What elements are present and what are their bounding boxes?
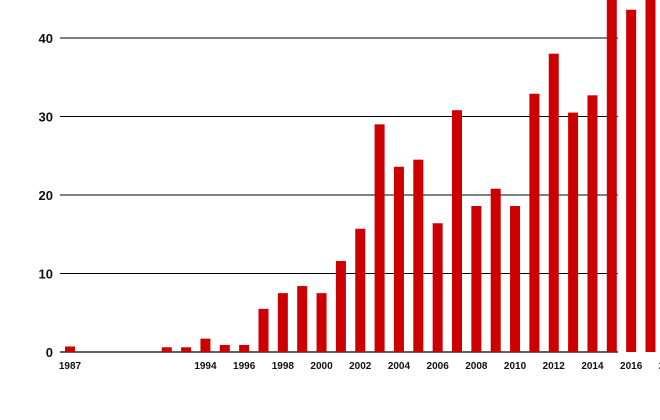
x-tick-label-2018: 2018 <box>659 361 660 372</box>
y-tick-label-30: 30 <box>39 110 53 125</box>
bars <box>65 0 656 353</box>
x-tick-label-1994: 1994 <box>194 361 217 372</box>
bar-2000 <box>316 293 327 353</box>
x-tick-label-2010: 2010 <box>504 361 527 372</box>
bar-1996 <box>239 344 250 352</box>
bar-1987 <box>65 346 75 352</box>
x-tick-label-2012: 2012 <box>543 361 566 372</box>
bar-1993 <box>181 347 192 352</box>
x-tick-label-2002: 2002 <box>349 361 372 372</box>
bar-2001 <box>335 260 346 352</box>
x-axis-ticks: 1987 1994 1996 1998 2000 2002 2004 2006 2008 2010… <box>59 361 660 372</box>
x-tick-label-2016: 2016 <box>620 361 643 372</box>
bar-2002 <box>355 228 366 352</box>
bar-2014 <box>587 95 598 352</box>
bar-1998 <box>277 293 288 353</box>
bar-2017 <box>645 0 656 352</box>
bar-2011 <box>529 93 540 353</box>
bar-2013 <box>568 112 579 352</box>
bar-2005 <box>413 159 424 352</box>
bar-2008 <box>471 205 482 352</box>
bar-2006 <box>432 223 443 352</box>
y-axis-ticks: 0 10 20 30 40 <box>39 31 53 360</box>
x-tick-label-2004: 2004 <box>388 361 411 372</box>
bar-2003 <box>374 124 385 352</box>
x-tick-label-2014: 2014 <box>581 361 604 372</box>
bar-1992 <box>161 347 172 352</box>
bar-2010 <box>510 205 521 352</box>
y-tick-label-20: 20 <box>39 188 53 203</box>
bar-2007 <box>452 110 462 352</box>
y-tick-label-40: 40 <box>39 31 53 46</box>
x-tick-label-1996: 1996 <box>233 361 256 372</box>
bar-1995 <box>219 344 230 352</box>
bar-2009 <box>490 188 501 352</box>
x-tick-label-2000: 2000 <box>310 361 333 372</box>
x-tick-label-1987: 1987 <box>59 361 82 372</box>
y-tick-label-10: 10 <box>39 267 53 282</box>
bar-1997 <box>258 308 269 352</box>
bar-2015 <box>606 0 617 352</box>
bar-2012 <box>548 53 559 352</box>
x-tick-label-2008: 2008 <box>465 361 488 372</box>
bar-1999 <box>297 286 308 352</box>
y-tick-label-0: 0 <box>46 345 53 360</box>
bar-1994 <box>200 338 211 352</box>
bar-2016 <box>626 9 637 353</box>
bar-2004 <box>393 166 404 352</box>
x-tick-label-2006: 2006 <box>427 361 450 372</box>
x-tick-label-1998: 1998 <box>272 361 295 372</box>
